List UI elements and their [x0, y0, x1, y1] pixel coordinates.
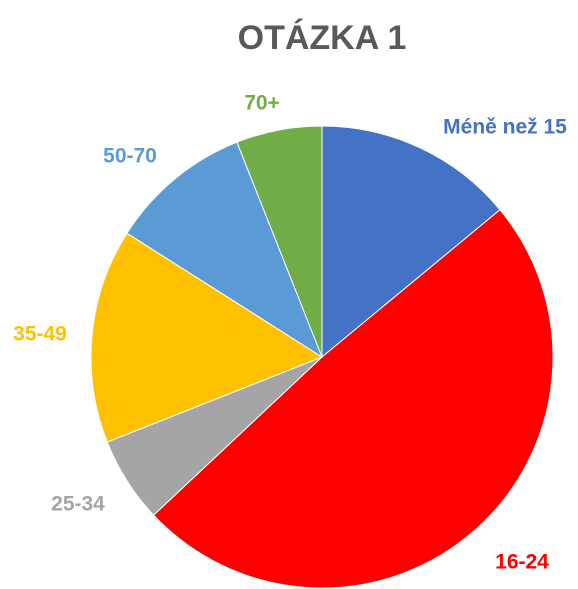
slice-label: 16-24	[495, 551, 549, 574]
slice-label: 25-34	[51, 493, 105, 516]
slice-label: 35-49	[13, 323, 67, 346]
pie-slice	[126, 141, 324, 359]
pie-slice	[236, 125, 323, 358]
slice-label: 50-70	[103, 145, 157, 168]
pie-slice	[321, 125, 501, 359]
slice-label: 70+	[244, 92, 280, 115]
pie-slice	[90, 232, 324, 443]
pie-slice	[152, 209, 554, 589]
chart-title: OTÁZKA 1	[238, 19, 407, 57]
slice-label: Méně než 15	[443, 116, 567, 139]
